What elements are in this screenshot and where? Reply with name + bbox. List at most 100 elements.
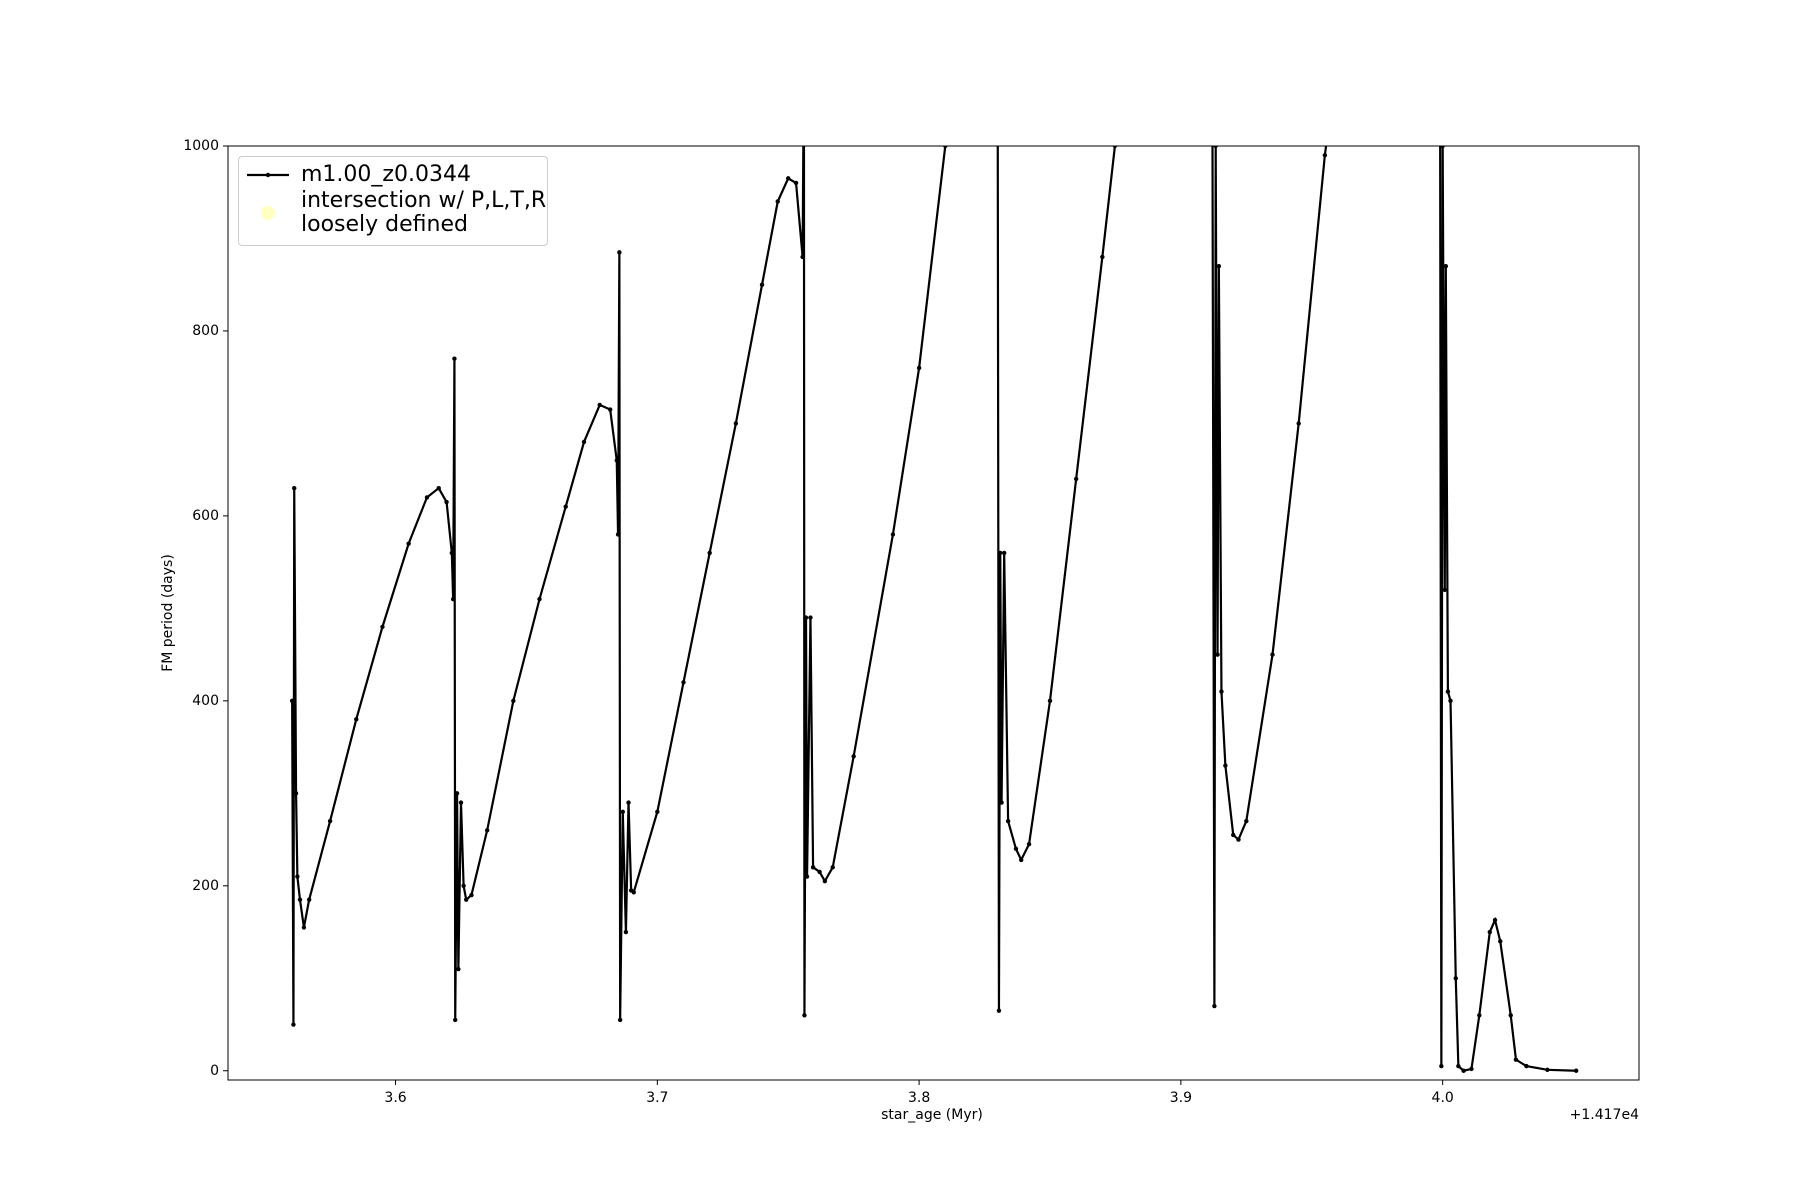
data-point [1244,818,1249,824]
data-point [511,698,516,704]
data-point [452,356,457,361]
data-point [461,883,466,889]
data-point [424,495,430,500]
data-point [759,282,765,287]
y-tick-label: 0 [210,1063,219,1079]
data-point [436,485,441,491]
data-point [406,541,411,546]
y-tick-label: 800 [192,323,219,339]
data-point [449,550,455,556]
data-point [1469,1066,1474,1072]
data-point [804,874,810,879]
data-point [803,615,809,620]
data-point [830,865,835,870]
data-point [802,51,806,55]
legend-key [247,172,289,178]
data-point [1005,818,1011,824]
data-point [1223,763,1228,768]
data-point [1212,1003,1217,1009]
data-point [581,439,587,445]
data-point [707,550,712,556]
legend-marker [261,206,275,220]
data-point [733,421,739,426]
data-point [681,680,686,685]
data-point [456,966,461,972]
y-tick-label: 1000 [183,138,219,154]
data-point [1213,146,1218,149]
legend-key [261,206,275,220]
data-point [808,615,813,620]
data-point [306,897,312,902]
data-point [1448,698,1453,704]
data-point [295,874,300,879]
data-point [615,532,621,537]
x-tick-label: 3.7 [646,1090,668,1106]
data-point [450,596,456,602]
data-point [1445,689,1451,694]
data-point [1013,846,1019,852]
data-point [1236,837,1241,842]
data-point [996,1008,1002,1013]
data-point [1453,976,1458,981]
y-axis-label: FM period (days) [160,554,176,672]
data-point [1210,51,1214,55]
x-tick-label: 3.6 [384,1090,406,1106]
data-point [1573,1068,1579,1073]
data-point [943,146,948,149]
y-tick-label: 400 [192,693,219,709]
x-tick-label: 3.9 [1170,1090,1192,1106]
x-offset-label: +1.417e4 [1570,1107,1639,1123]
data-point [1322,153,1328,158]
data-point [620,809,625,815]
data-point [1018,857,1024,863]
data-point [1438,51,1442,55]
legend-entry: intersection w/ P,L,T,R loosely defined [239,189,547,237]
data-point [354,717,359,722]
data-point [1296,421,1301,426]
data-point [810,865,816,870]
data-point [1487,929,1492,935]
data-point [1001,550,1007,556]
data-point [1440,146,1445,149]
data-point [631,890,636,895]
data-point [1047,698,1053,704]
plot-area [289,51,1579,1073]
data-point [1439,1063,1444,1069]
data-point [793,180,799,186]
data-point [469,892,474,898]
data-point [614,458,619,463]
y-tick-label: 600 [192,508,219,524]
data-point [1442,587,1447,593]
data-point [1508,1013,1513,1018]
plot-frame [227,145,1640,1081]
data-point [802,1013,807,1018]
x-tick-label: 3.8 [908,1090,930,1106]
data-point [1073,476,1079,482]
legend-marker [265,172,271,178]
data-point [444,499,449,505]
legend-entry: m1.00_z0.0344 [239,163,547,187]
data-point [1270,652,1275,657]
data-point [1492,917,1498,923]
x-tick-label: 4.0 [1432,1090,1454,1106]
data-point [800,254,805,260]
data-point [292,485,297,491]
legend-label: intersection w/ P,L,T,R loosely defined [301,188,547,237]
data-point [1026,841,1032,847]
data-point [1545,1067,1550,1073]
data-point [597,402,602,408]
legend: m1.00_z0.0344 intersection w/ P,L,T,R loo… [238,156,548,246]
data-point [1461,1068,1466,1073]
data-point [956,70,960,74]
data-point [995,51,999,55]
data-point [1456,1063,1461,1069]
data-point [890,532,896,537]
data-point [1443,264,1449,269]
data-point [1215,652,1220,657]
data-point [291,1022,296,1027]
data-point [293,791,299,796]
data-point [1477,1013,1482,1018]
data-point [998,550,1003,556]
data-point [484,828,490,833]
